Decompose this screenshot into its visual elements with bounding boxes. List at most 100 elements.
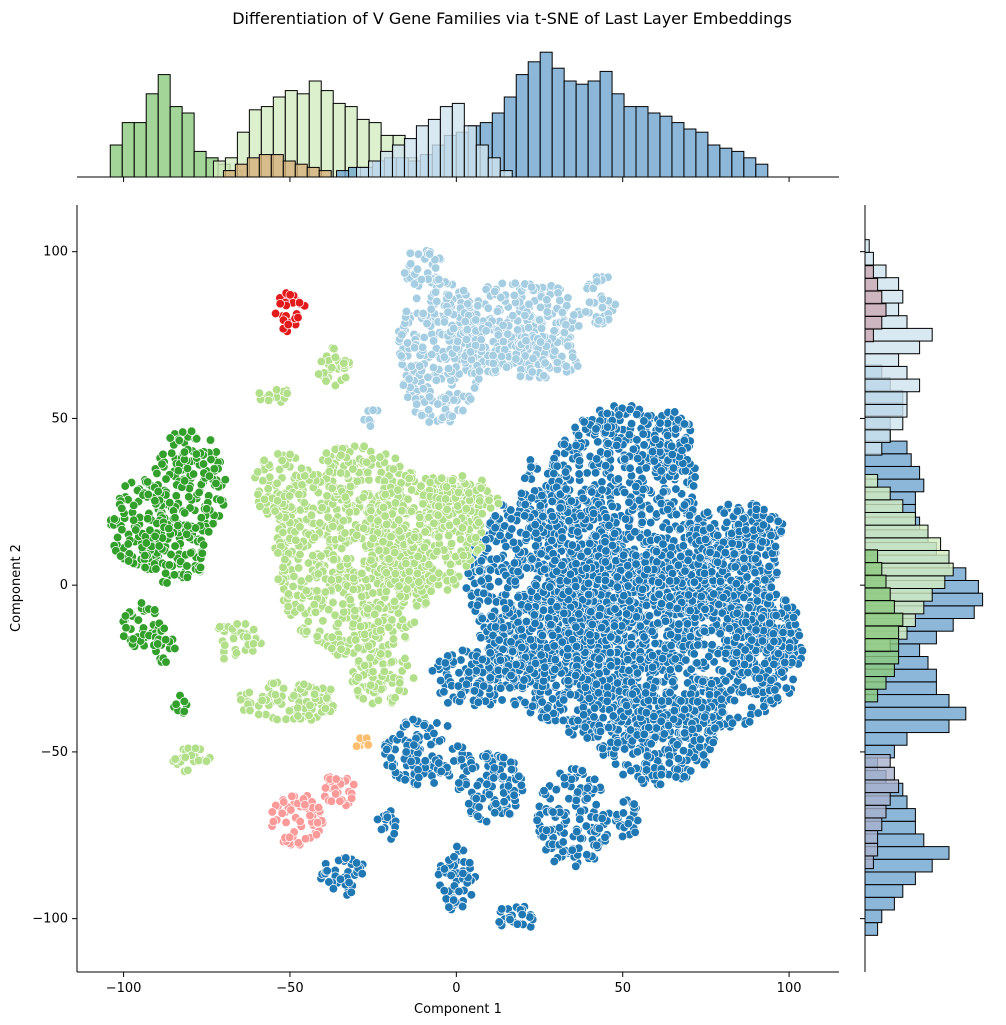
scatter-point [567, 845, 577, 855]
scatter-point [440, 394, 451, 404]
scatter-point [605, 648, 615, 658]
scatter-point [673, 754, 684, 764]
scatter-point [538, 511, 548, 522]
scatter-point [427, 666, 438, 676]
scatter-point [448, 895, 459, 905]
right-hist-bar [864, 290, 883, 305]
scatter-point [426, 304, 436, 314]
scatter-point [593, 688, 604, 698]
scatter-point [547, 535, 557, 546]
scatter-point [538, 605, 549, 615]
scatter-point [580, 682, 591, 693]
scatter-point [624, 665, 634, 676]
scatter-point [629, 799, 639, 809]
scatter-point [537, 490, 547, 501]
scatter-point [591, 531, 601, 541]
scatter-point [658, 487, 668, 497]
scatter-point [439, 317, 450, 327]
right-hist-bar [864, 416, 904, 431]
scatter-point [619, 591, 629, 601]
top-hist-bar [587, 80, 601, 178]
scatter-point [564, 727, 574, 737]
scatter-point [581, 563, 592, 573]
right-hist-bar [864, 365, 908, 380]
scatter-point [607, 501, 617, 511]
scatter-point [496, 683, 506, 693]
scatter-point [527, 493, 537, 503]
scatter-point [743, 667, 753, 678]
scatter-point [637, 584, 648, 595]
scatter-point [576, 511, 586, 521]
top-hist-bar [635, 106, 649, 178]
scatter-point [769, 659, 779, 669]
scatter-point [439, 687, 449, 697]
scatter-point [732, 608, 742, 618]
scatter-point [409, 343, 420, 353]
right-marginal-histogram [864, 239, 984, 936]
top-hist-bar [246, 157, 260, 178]
scatter-point [639, 729, 649, 739]
scatter-point [571, 670, 581, 681]
top-hist-bar [415, 125, 429, 178]
right-hist-bar [864, 537, 942, 551]
scatter-point [631, 481, 641, 492]
top-hist-bar [743, 157, 757, 178]
right-hist-bar [864, 719, 950, 734]
scatter-point [667, 441, 677, 451]
scatter-point [689, 649, 699, 659]
scatter-point [548, 630, 558, 640]
scatter-point [571, 622, 581, 632]
scatter-point [456, 689, 466, 700]
scatter-point [458, 868, 468, 879]
scatter-point [516, 624, 526, 635]
scatter-point [357, 869, 367, 879]
scatter-point [453, 681, 463, 691]
top-hist-bar [487, 157, 501, 178]
scatter-point [382, 812, 392, 822]
right-hist-bar [864, 327, 933, 342]
scatter-point [527, 701, 538, 711]
scatter-point [401, 747, 411, 757]
scatter-point [422, 318, 432, 329]
scatter-point [594, 610, 604, 621]
scatter-point [650, 638, 660, 649]
scatter-point [412, 399, 422, 409]
scatter-point [741, 525, 751, 535]
right-hist-bar [864, 251, 874, 266]
top-hist-bar [731, 150, 745, 178]
scatter-point [439, 864, 450, 874]
scatter-point [328, 884, 339, 894]
scatter-point [712, 557, 723, 567]
scatter-point [757, 636, 768, 646]
top-hist-bar [157, 74, 171, 178]
scatter-point [511, 659, 521, 670]
scatter-point [738, 682, 748, 692]
scatter-point [464, 799, 474, 809]
scatter-point [575, 814, 585, 824]
top-hist-bar [659, 115, 673, 178]
scatter-point [467, 763, 478, 774]
scatter-point [428, 336, 439, 346]
scatter-point [778, 627, 788, 638]
scatter-point [646, 739, 656, 749]
scatter-point [583, 578, 594, 588]
scatter-point [632, 747, 643, 757]
right-hist-bar [864, 896, 895, 911]
scatter-point [739, 659, 750, 670]
scatter-point [539, 786, 549, 796]
scatter-point [517, 909, 527, 920]
scatter-point [490, 808, 500, 818]
scatter-point [444, 290, 454, 300]
scatter-point [571, 440, 581, 451]
scatter-point [453, 741, 463, 751]
scatter-point [700, 534, 711, 545]
scatter-point [668, 463, 679, 473]
scatter-point [491, 799, 501, 809]
scatter-point [699, 759, 709, 770]
scatter-point [537, 630, 548, 641]
scatter-point [613, 738, 623, 748]
scatter-point [618, 550, 629, 560]
scatter-point [530, 520, 540, 530]
scatter-point [539, 564, 550, 574]
scatter-point [587, 487, 597, 497]
